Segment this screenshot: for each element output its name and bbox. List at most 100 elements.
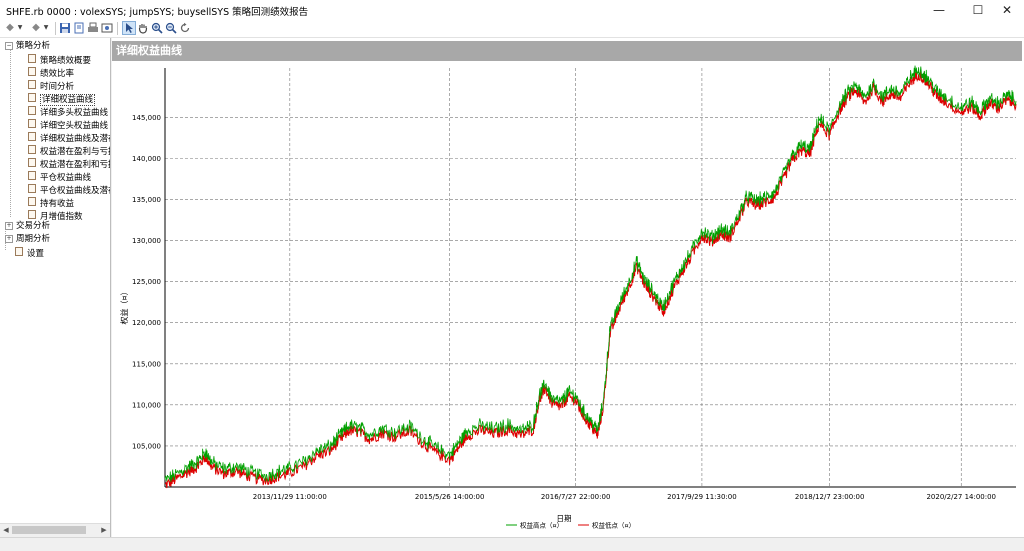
toolbar-separator [117, 22, 118, 35]
maximize-button[interactable]: ☐ [972, 3, 984, 17]
document-icon [28, 210, 36, 219]
equity-chart[interactable]: 105,000 110,000 115,000 120,000 125,000 130,0… [112, 61, 1024, 537]
y-tick-label: 135,000 [132, 196, 161, 204]
document-icon [28, 106, 36, 115]
tree-item-label: 权益潜在盈利和亏损 [40, 160, 111, 170]
y-tick-label: 115,000 [132, 360, 161, 368]
document-icon [28, 119, 36, 128]
tree-item-closed-equity-curve[interactable]: 平仓权益曲线 [28, 171, 92, 183]
panel-title: 详细权益曲线 [112, 41, 1022, 61]
chart-legend: 权益高点（¤） 权益低点（¤） [506, 521, 635, 530]
x-tick-label: 2013/11/29 11:00:00 [253, 493, 327, 501]
grid-lines [165, 68, 1016, 487]
expand-icon[interactable]: + [5, 222, 13, 230]
status-bar [0, 537, 1024, 551]
document-icon [28, 93, 36, 102]
expand-icon[interactable]: + [5, 235, 13, 243]
y-tick-label: 110,000 [132, 401, 161, 409]
tree-node-label: 策略分析 [16, 41, 51, 51]
zoom-in-icon[interactable] [151, 22, 163, 34]
window-title: SHFE.rb 0000 : volexSYS; jumpSYS; buysel… [6, 7, 309, 18]
scrollbar-thumb[interactable] [12, 526, 86, 534]
x-tick-label: 2017/9/29 11:30:00 [667, 493, 737, 501]
tree-item-time-analysis[interactable]: 时间分析 [28, 80, 75, 92]
horizontal-scrollbar[interactable]: ◀ ▶ [0, 523, 110, 537]
document-icon [28, 145, 36, 154]
document-icon [28, 67, 36, 76]
scroll-right-icon[interactable]: ▶ [101, 526, 107, 534]
document-icon [28, 54, 36, 63]
tree-item-performance-summary[interactable]: 策略绩效概要 [28, 54, 91, 66]
dropdown-icon[interactable]: ▼ [17, 24, 23, 31]
tree-item-label: 权益潜在盈利与亏损 [40, 147, 111, 157]
x-tick-label: 2015/5/26 14:00:00 [415, 493, 485, 501]
y-axis-label: 权益（¤） [119, 287, 129, 324]
tree-item-equity-curve-potential[interactable]: 详细权益曲线及潜在 [28, 132, 111, 144]
series-equity-high-line [164, 65, 1017, 483]
toolbar-separator [55, 22, 56, 35]
tree-item-long-equity-curve[interactable]: 详细多头权益曲线 [28, 106, 109, 118]
tree-node-trade-analysis[interactable]: + 交易分析 [5, 221, 50, 232]
tree-line [10, 49, 11, 217]
legend-label-equity-high: 权益高点（¤） [520, 521, 563, 530]
tree-item-label: 详细权益曲线及潜在 [40, 134, 111, 144]
tree-node-settings[interactable]: 设置 [15, 247, 45, 259]
print-icon[interactable] [87, 22, 99, 34]
tree-item-label: 时间分析 [40, 82, 75, 92]
reset-icon[interactable] [179, 22, 191, 34]
x-tick-label: 2018/12/7 23:00:00 [795, 493, 865, 501]
tree-item-label: 平仓权益曲线 [40, 173, 92, 183]
report-panel: 详细权益曲线 105,000 110,000 115,000 120,000 125,0… [112, 38, 1024, 537]
tree-node-label: 周期分析 [16, 234, 51, 244]
tree-item-performance-ratios[interactable]: 绩效比率 [28, 67, 75, 79]
export-icon[interactable] [73, 22, 85, 34]
y-tick-label: 130,000 [132, 237, 161, 245]
toolbar: ◆ ▼ ◆ ▼ [0, 20, 1024, 38]
tree-item-label: 月增值指数 [40, 212, 83, 222]
tree-item-label: 详细多头权益曲线 [40, 108, 109, 118]
document-icon [28, 197, 36, 206]
y-tick-label: 145,000 [132, 114, 161, 122]
chart-axes [164, 68, 1016, 488]
y-tick-label: 120,000 [132, 319, 161, 327]
title-bar: SHFE.rb 0000 : volexSYS; jumpSYS; buysel… [0, 0, 1024, 20]
back-arrow-icon[interactable]: ◆ [6, 22, 14, 33]
x-tick-label: 2016/7/27 22:00:00 [541, 493, 611, 501]
legend-label-equity-low: 权益低点（¤） [592, 521, 635, 530]
tree-item-potential-profit-loss[interactable]: 权益潜在盈利与亏损 [28, 145, 111, 157]
tree-item-label: 详细权益曲线 [40, 94, 96, 106]
tree-item-holding-return[interactable]: 持有收益 [28, 197, 74, 209]
y-tick-label: 140,000 [132, 155, 161, 163]
document-icon [28, 80, 36, 89]
save-icon[interactable] [59, 22, 71, 34]
tree-item-label: 平仓权益曲线及潜在 [40, 186, 111, 196]
document-icon [28, 158, 36, 167]
x-tick-label: 2020/2/27 14:00:00 [926, 493, 996, 501]
series-equity-low-line [164, 71, 1017, 489]
tree-item-potential-profit-and-loss[interactable]: 权益潜在盈利和亏损 [28, 158, 111, 170]
close-button[interactable]: ✕ [1001, 3, 1013, 17]
print-preview-icon[interactable] [101, 22, 113, 34]
tree-node-label: 交易分析 [16, 221, 51, 231]
tree-item-detailed-equity-curve[interactable]: 详细权益曲线 [28, 93, 96, 106]
collapse-icon[interactable]: − [5, 42, 13, 50]
scroll-left-icon[interactable]: ◀ [3, 526, 9, 534]
forward-arrow-icon[interactable]: ◆ [32, 22, 40, 33]
tree-item-monthly-index[interactable]: 月增值指数 [28, 210, 83, 222]
dropdown-icon[interactable]: ▼ [43, 24, 49, 31]
document-icon [28, 171, 36, 180]
tree-item-short-equity-curve[interactable]: 详细空头权益曲线 [28, 119, 108, 131]
tree-node-label: 设置 [27, 249, 45, 259]
tree-item-closed-equity-potential[interactable]: 平仓权益曲线及潜在 [28, 184, 111, 196]
x-tick-labels: 2013/11/29 11:00:00 2015/5/26 14:00:00 201… [253, 493, 996, 501]
zoom-out-icon[interactable] [165, 22, 177, 34]
y-tick-labels: 105,000 110,000 115,000 120,000 125,000 130,0… [132, 114, 161, 451]
tree-node-strategy-analysis[interactable]: − 策略分析 [5, 41, 50, 52]
y-tick-label: 125,000 [132, 278, 161, 286]
tree-item-label: 绩效比率 [40, 69, 75, 79]
pointer-icon[interactable] [122, 21, 136, 35]
document-icon [28, 132, 36, 141]
tree-node-period-analysis[interactable]: + 周期分析 [5, 234, 50, 245]
minimize-button[interactable]: — [933, 3, 945, 17]
hand-pan-icon[interactable] [137, 22, 149, 34]
